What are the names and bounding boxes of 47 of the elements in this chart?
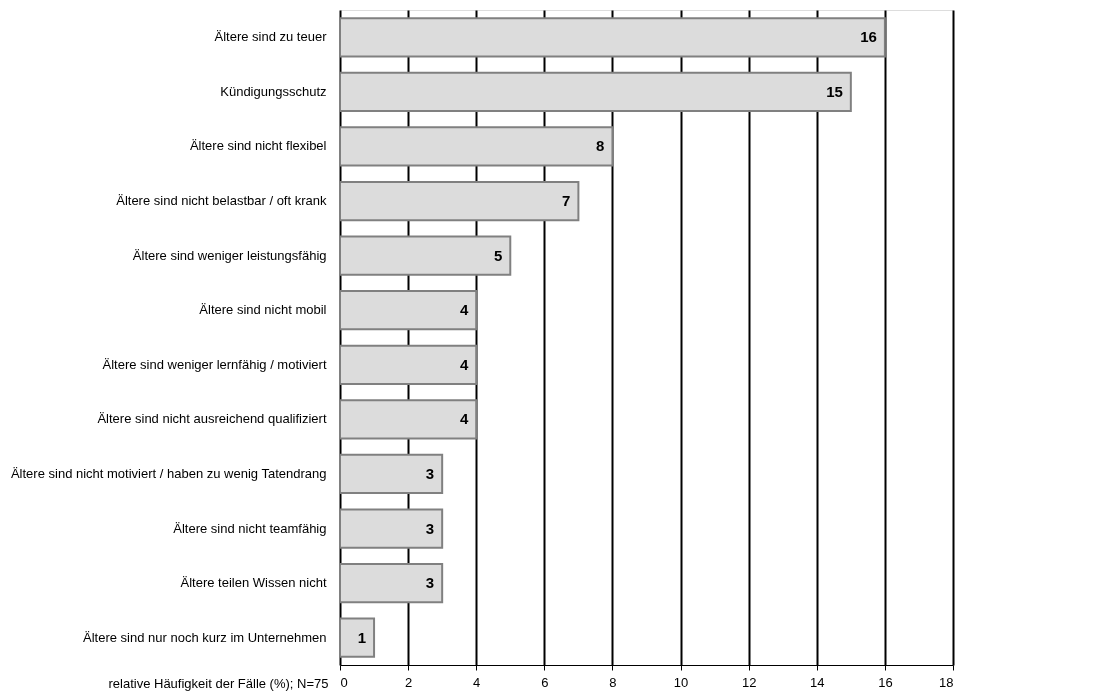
- bar: [339, 180, 580, 222]
- data-label: 1: [357, 628, 367, 646]
- bar: [339, 399, 478, 440]
- y-tick-label: Kündigungsschutz: [220, 83, 327, 99]
- data-label: 4: [459, 410, 469, 428]
- y-tick-label: Ältere sind weniger leistungsfähig: [132, 247, 327, 263]
- x-tick-label: 8: [609, 674, 617, 690]
- data-label: 3: [425, 464, 435, 482]
- data-label: 5: [493, 246, 503, 264]
- x-tick-label: 16: [878, 674, 893, 690]
- y-tick-label: Ältere sind nicht ausreichend qualifiziert: [97, 411, 327, 427]
- bar: [339, 290, 478, 331]
- data-label: 8: [596, 137, 605, 155]
- bar: [339, 344, 478, 385]
- data-label: 15: [826, 82, 843, 100]
- x-tick-label: 10: [673, 674, 689, 690]
- data-label: 7: [562, 192, 571, 210]
- x-tick-label: 2: [404, 674, 413, 690]
- bar: [339, 17, 886, 58]
- x-tick-label: 0: [340, 674, 348, 690]
- data-label: 4: [459, 301, 469, 319]
- data-label: 3: [425, 574, 435, 592]
- x-tick-label: 14: [810, 674, 825, 690]
- y-tick-label: Ältere sind zu teuer: [214, 29, 328, 45]
- x-tick-label: 18: [939, 674, 954, 690]
- y-tick-label: Ältere sind nicht mobil: [199, 302, 327, 318]
- x-tick-label: 12: [741, 674, 757, 690]
- bar: [339, 563, 444, 604]
- bar: [339, 71, 852, 112]
- y-tick-label: Ältere sind nicht teamfähig: [173, 520, 327, 536]
- x-axis-title: relative Häufigkeit der Fälle (%); N=75: [108, 675, 329, 691]
- x-tick-label: 6: [541, 674, 549, 690]
- y-tick-label: Ältere sind nicht flexibel: [189, 138, 327, 154]
- y-tick-label: Ältere sind nur noch kurz im Unternehmen: [82, 629, 327, 645]
- y-tick-label: Ältere sind nicht motiviert / haben zu wenig Tatendrang: [10, 465, 327, 481]
- bar: [339, 617, 376, 658]
- x-tick-label: 4: [473, 674, 481, 690]
- bar: [339, 126, 614, 167]
- y-tick-label: Ältere sind weniger lernfähig / motiviert: [102, 356, 327, 372]
- y-tick-label: Ältere sind nicht belastbar / oft krank: [116, 193, 327, 209]
- data-label: 3: [425, 519, 435, 537]
- data-label: 4: [459, 355, 469, 373]
- bar: [339, 235, 512, 276]
- data-label: 16: [860, 28, 877, 46]
- bar: [339, 508, 444, 549]
- y-tick-label: Ältere teilen Wissen nicht: [180, 575, 327, 591]
- bar: [339, 453, 444, 495]
